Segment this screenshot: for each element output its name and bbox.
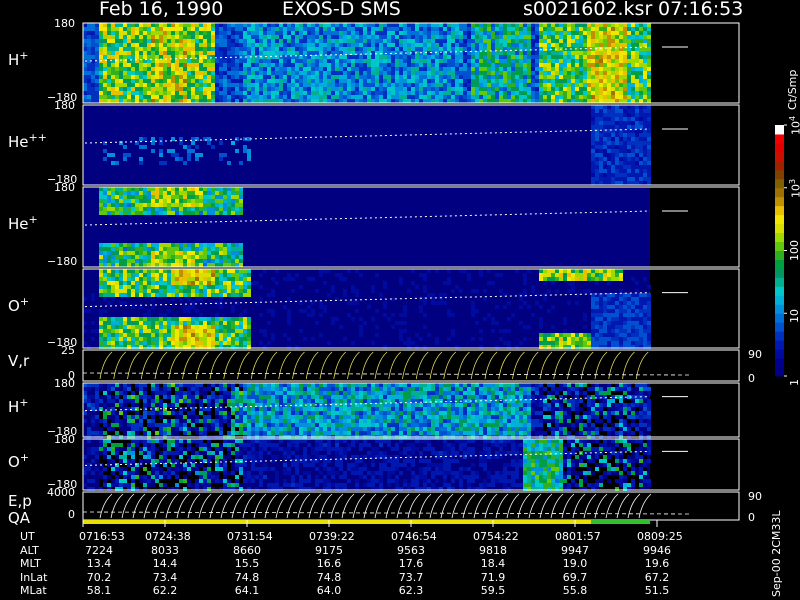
orbit-cell: 73.7: [398, 570, 424, 584]
title-instrument: EXOS-D SMS: [282, 0, 401, 20]
y-tick-top-he_pp: 180: [54, 99, 75, 112]
orbit-cell: 51.5: [644, 584, 670, 597]
y-tick-top-vr: 25: [61, 344, 75, 357]
orbit-cell: 16.6: [316, 557, 342, 570]
orbit-cell: 71.9: [480, 570, 506, 584]
colorbar-tick: 10: [788, 309, 800, 324]
orbit-cell: 18.4: [480, 557, 506, 570]
y-tick-top-he_plus: 180: [54, 181, 75, 194]
title-file: s0021602.ksr: [523, 0, 653, 20]
panel-ep: [82, 491, 740, 521]
panel-vr: [82, 349, 740, 382]
panel-label-h_plus_bot: H+: [8, 396, 29, 416]
right-tick-bottom-ep: 0: [748, 511, 755, 524]
orbit-cell: 0754:22: [473, 530, 519, 543]
orbit-row-label-mlat: MLat: [20, 584, 47, 597]
colorbar-unit: Ct/Smp: [786, 69, 799, 110]
orbit-cell: 9818: [479, 543, 507, 557]
orbit-cell: 17.6: [398, 557, 424, 570]
panel-h_plus_top: [82, 22, 740, 104]
orbit-cell: 9175: [315, 543, 343, 557]
panel-label-vr: V,r: [8, 352, 30, 370]
orbit-row-label-inlat: InLat: [20, 570, 48, 584]
orbit-cell: 69.7: [562, 570, 588, 584]
panel-label-he_plus: He+: [8, 213, 38, 233]
y-tick-top-o_plus_bot: 180: [54, 433, 75, 446]
orbit-cell: 7224: [85, 543, 113, 557]
panel-o_plus_bot: [82, 438, 740, 491]
panel-o_plus_top: [82, 268, 740, 349]
colorbar: [775, 124, 787, 377]
orbit-cell: 19.0: [562, 557, 588, 570]
y-tick-bottom-vr: 0: [68, 369, 75, 382]
qa-label: QA: [8, 509, 31, 527]
orbit-cell: 0724:38: [145, 530, 191, 543]
orbit-cell: 0809:25: [637, 530, 683, 543]
orbit-cell: 58.1: [86, 584, 112, 597]
orbit-cell: 55.8: [562, 584, 588, 597]
panel-label-ep: E,p: [8, 492, 32, 510]
orbit-cell: 14.4: [152, 557, 178, 570]
orbit-cell: 13.4: [86, 557, 112, 570]
y-tick-bottom-he_plus: −180: [47, 255, 78, 268]
y-tick-top-ep: 4000: [47, 486, 75, 499]
y-tick-bottom-o_plus_bot: −180: [47, 478, 78, 491]
orbit-cell: 0739:22: [309, 530, 355, 543]
orbit-cell: 9563: [397, 543, 425, 557]
title-time: 07:16:53: [658, 0, 744, 20]
panel-he_plus: [82, 186, 740, 268]
orbit-row-label-alt: ALT: [20, 543, 39, 557]
orbit-cell: 70.2: [86, 570, 112, 584]
orbit-row-label-mlt: MLT: [20, 557, 41, 570]
y-tick-bottom-h_plus_bot: −180: [47, 425, 78, 438]
orbit-cell: 64.0: [316, 584, 342, 597]
orbit-cell: 19.6: [644, 557, 670, 570]
right-tick-top-vr: 90: [748, 348, 762, 361]
version-label: Sep-00 2CM33L: [770, 510, 783, 598]
y-tick-bottom-he_pp: −180: [47, 173, 78, 186]
orbit-cell: 0801:57: [555, 530, 601, 543]
right-tick-top-ep: 90: [748, 490, 762, 503]
y-tick-top-h_plus_bot: 180: [54, 377, 75, 390]
orbit-cell: 62.2: [152, 584, 178, 597]
orbit-cell: 9946: [643, 543, 671, 557]
title-date: Feb 16, 1990: [99, 0, 224, 20]
orbit-cell: 74.8: [316, 570, 342, 584]
orbit-cell: 64.1: [234, 584, 260, 597]
orbit-cell: 62.3: [398, 584, 424, 597]
orbit-cell: 73.4: [152, 570, 178, 584]
orbit-cell: 0716:53: [79, 530, 125, 543]
colorbar-tick: 100: [788, 239, 800, 261]
orbit-cell: 8660: [233, 543, 261, 557]
orbit-cell: 8033: [151, 543, 179, 557]
panel-label-o_plus_bot: O+: [8, 451, 30, 471]
orbit-cell: 9947: [561, 543, 589, 557]
panel-h_plus_bot: [82, 382, 740, 439]
panel-label-h_plus_top: H+: [8, 49, 29, 69]
orbit-row-label-ut: UT: [20, 530, 35, 543]
colorbar-tick: 103: [788, 178, 800, 198]
orbit-cell: 15.5: [234, 557, 260, 570]
y-tick-top-h_plus_top: 180: [54, 17, 75, 30]
panel-he_pp: [82, 104, 740, 186]
y-tick-bottom-ep: 0: [68, 508, 75, 521]
colorbar-tick: 104: [788, 115, 800, 135]
qa-strip: [83, 520, 650, 524]
orbit-cell: 59.5: [480, 584, 506, 597]
y-tick-bottom-h_plus_top: −180: [47, 91, 78, 104]
colorbar-tick: 1: [788, 379, 800, 386]
panel-label-he_pp: He++: [8, 131, 47, 151]
orbit-cell: 0746:54: [391, 530, 437, 543]
right-tick-bottom-vr: 0: [748, 372, 755, 385]
panel-label-o_plus_top: O+: [8, 295, 30, 315]
orbit-cell: 0731:54: [227, 530, 273, 543]
y-tick-bottom-o_plus_top: −180: [47, 336, 78, 349]
orbit-cell: 67.2: [644, 570, 670, 584]
orbit-cell: 74.8: [234, 570, 260, 584]
